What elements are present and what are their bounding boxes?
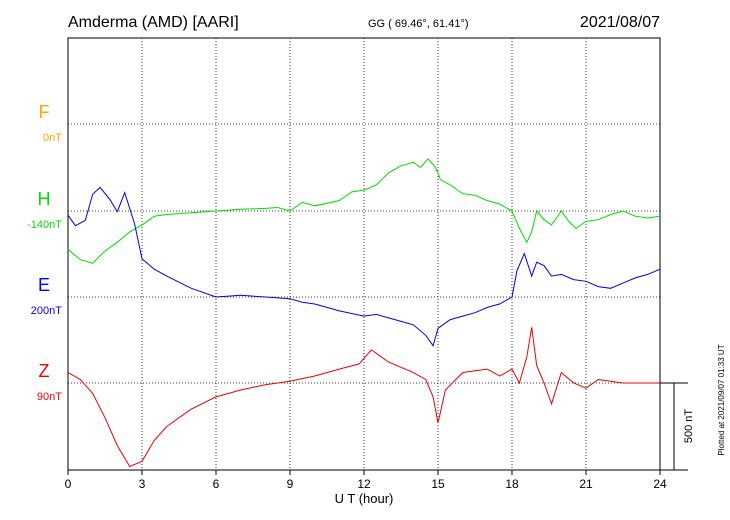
- series-lines: [67, 158, 661, 468]
- series-baseline-f: 0nT: [43, 132, 62, 144]
- series-line-h: [67, 158, 661, 264]
- series-name-h: H: [38, 189, 51, 209]
- series-line-e: [67, 186, 661, 347]
- x-tick-label: 0: [65, 477, 72, 491]
- x-tick-label: 24: [653, 477, 667, 491]
- x-tick-label: 12: [357, 477, 371, 491]
- x-tick-label: 21: [579, 477, 593, 491]
- x-tick-label: 3: [139, 477, 146, 491]
- x-tick-label: 18: [505, 477, 519, 491]
- date-label: 2021/08/07: [580, 14, 660, 31]
- plotted-at-note: Plotted at 2021/09/07 01:33 UT: [717, 344, 726, 455]
- x-tick-label: 6: [213, 477, 220, 491]
- scale-bar: 500 nT: [660, 382, 695, 471]
- series-baseline-e: 200nT: [31, 305, 62, 317]
- series-baseline-h: -140nT: [27, 219, 62, 231]
- series-baseline-z: 90nT: [37, 391, 62, 403]
- series-name-e: E: [38, 275, 50, 295]
- x-axis: 0 3 6 9 12 15 18 21 24: [65, 470, 667, 491]
- x-tick-label: 9: [287, 477, 294, 491]
- x-axis-label: U T (hour): [335, 491, 394, 506]
- grid: [68, 38, 660, 470]
- scale-bar-label: 500 nT: [683, 409, 695, 444]
- series-name-f: F: [39, 102, 50, 122]
- geomagnetic-coordinates: GG ( 69.46°, 61.41°): [368, 18, 469, 30]
- x-tick-label: 15: [431, 477, 445, 491]
- series-line-z: [67, 327, 660, 468]
- series-name-z: Z: [39, 361, 50, 381]
- series-labels: F 0nT H -140nT E 200nT Z 90nT: [27, 102, 62, 403]
- station-title: Amderma (AMD) [AARI]: [68, 14, 239, 31]
